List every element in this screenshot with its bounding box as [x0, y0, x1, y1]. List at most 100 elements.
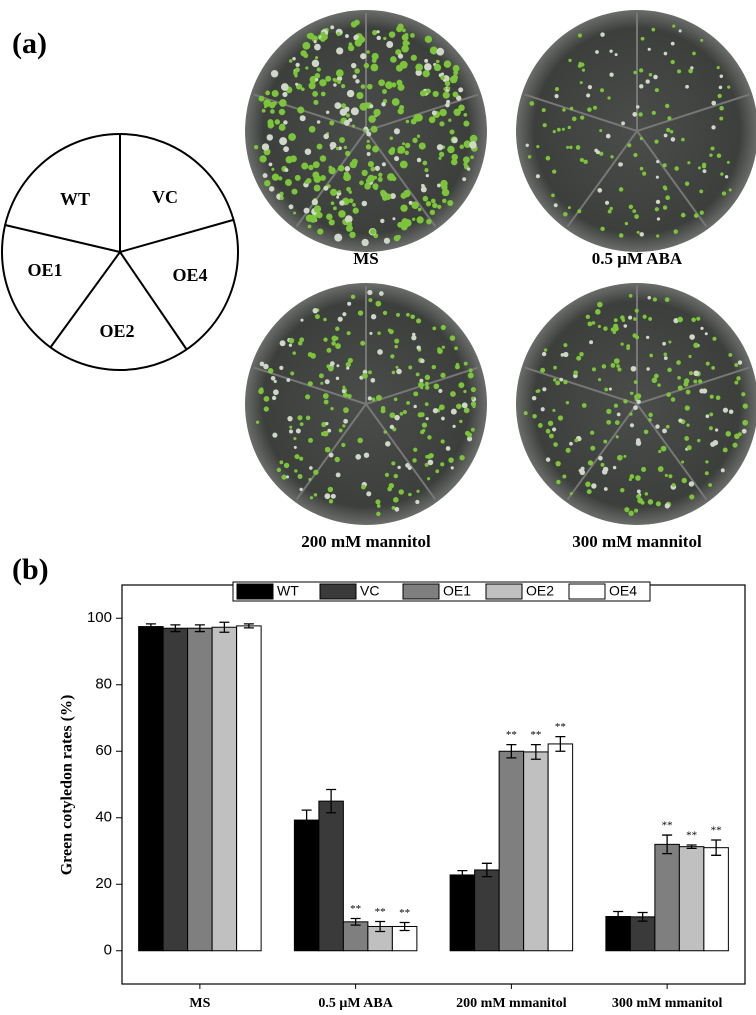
- seedling: [734, 380, 739, 385]
- seedling: [314, 43, 321, 51]
- seedling: [615, 435, 619, 439]
- seedling: [402, 39, 410, 47]
- seedling: [451, 153, 458, 161]
- seedling: [429, 46, 438, 55]
- seedling: [432, 326, 437, 331]
- plate-divider: [636, 366, 750, 405]
- seedling: [390, 146, 396, 153]
- seedling: [433, 63, 442, 72]
- error-bar: [399, 921, 410, 932]
- seedling: [645, 79, 650, 84]
- seedling: [523, 411, 528, 416]
- seedling: [336, 195, 340, 199]
- seedling: [709, 153, 713, 157]
- x-tick-label: 200 mM mmanitol: [456, 996, 567, 1011]
- seedling: [373, 108, 381, 117]
- seedling: [261, 143, 270, 151]
- seedling: [359, 102, 368, 111]
- seedling: [347, 393, 352, 399]
- seedling: [597, 301, 603, 308]
- seedling: [467, 372, 474, 379]
- seedling: [705, 414, 710, 419]
- seedling: [324, 446, 331, 453]
- seedling: [458, 87, 464, 93]
- seedling: [349, 231, 356, 239]
- significance-mark: **: [530, 729, 541, 741]
- seedling: [444, 80, 451, 87]
- seedling: [286, 378, 291, 382]
- seedling: [644, 492, 649, 496]
- seedling: [327, 428, 332, 433]
- seedling: [629, 391, 633, 395]
- seedling: [343, 418, 349, 424]
- seedling: [361, 200, 368, 207]
- seedling: [639, 166, 644, 171]
- seedling: [637, 497, 643, 504]
- panel-label: (a): [12, 27, 47, 60]
- seedling: [385, 81, 393, 90]
- seedling: [393, 497, 399, 503]
- seedling: [370, 378, 376, 383]
- seedling: [717, 93, 722, 99]
- seedling: [636, 494, 641, 499]
- seedling: [699, 189, 704, 194]
- seedling: [271, 90, 279, 98]
- seedling: [463, 361, 468, 366]
- seedling: [643, 429, 649, 435]
- seedling: [279, 460, 284, 465]
- seedling: [406, 312, 410, 317]
- seedling: [367, 289, 373, 296]
- seedling: [361, 484, 366, 490]
- seedling: [456, 95, 462, 101]
- seedling: [386, 41, 394, 48]
- seedling: [320, 174, 326, 181]
- seedling: [708, 426, 713, 431]
- seedling: [543, 348, 548, 352]
- seedling: [670, 397, 676, 402]
- seedling: [421, 422, 428, 428]
- seedling: [574, 438, 579, 443]
- seedling: [320, 91, 326, 97]
- seedling: [732, 442, 738, 448]
- seedling: [438, 404, 445, 411]
- seedling: [394, 414, 400, 421]
- seedling: [311, 59, 320, 68]
- seedling: [442, 91, 450, 99]
- seedling: [264, 180, 271, 187]
- seedling: [440, 179, 448, 188]
- seedling: [577, 33, 582, 38]
- seedling: [470, 155, 474, 160]
- seedling: [372, 183, 379, 190]
- seedling: [446, 99, 451, 104]
- seedling: [663, 352, 668, 357]
- seedling: [663, 133, 668, 138]
- seedling: [616, 412, 621, 417]
- seedling: [451, 137, 458, 144]
- seedling: [700, 326, 704, 330]
- seedling: [657, 466, 664, 472]
- seedling: [343, 171, 350, 177]
- seedling: [662, 341, 666, 346]
- seedling: [279, 365, 284, 370]
- seedling: [355, 454, 362, 460]
- seedling: [384, 472, 390, 477]
- seedling: [681, 137, 685, 142]
- seedling: [369, 228, 376, 235]
- seedling: [253, 145, 259, 150]
- seedling: [440, 462, 445, 467]
- significance-mark: **: [662, 820, 673, 832]
- seedling: [700, 38, 704, 42]
- seedling: [469, 141, 477, 149]
- seedling: [450, 466, 454, 470]
- seedling: [378, 291, 384, 296]
- seedling: [425, 200, 432, 207]
- seedling: [310, 353, 316, 359]
- seedling: [372, 30, 378, 36]
- seedling: [459, 419, 463, 424]
- seedling: [352, 207, 359, 214]
- seedling: [439, 108, 447, 117]
- seedling: [468, 368, 473, 373]
- legend-label: VC: [360, 583, 379, 599]
- seedling: [571, 116, 577, 122]
